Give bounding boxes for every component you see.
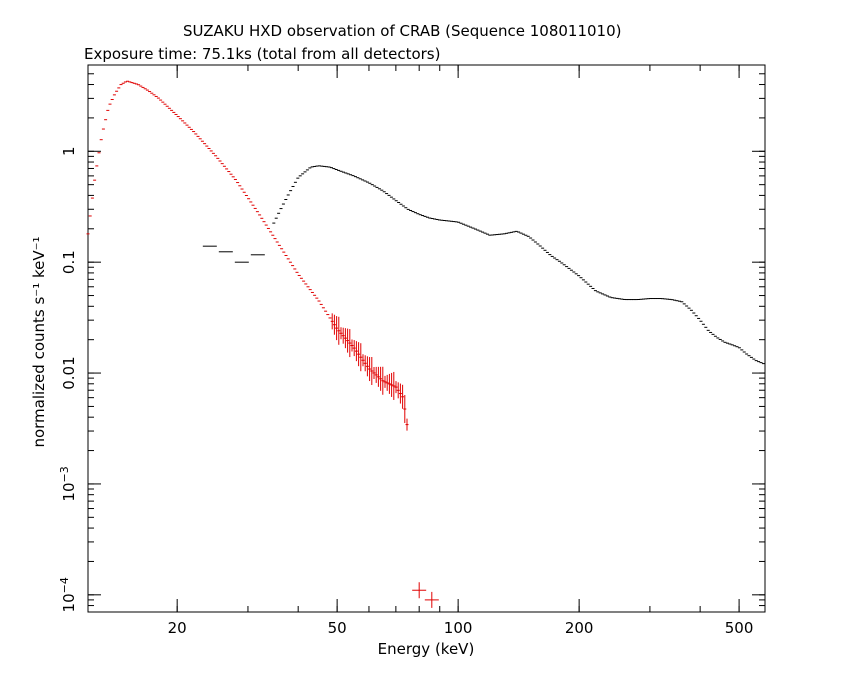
y-tick-label: 0.01 [60,356,78,389]
x-tick-label: 100 [444,619,473,637]
chart-subtitle: Exposure time: 75.1ks (total from all de… [84,45,441,63]
x-tick-label: 50 [328,619,347,637]
x-tick-label: 500 [725,619,754,637]
y-tick-label: 10−4 [58,577,78,612]
y-tick-label: 0.1 [60,250,78,274]
y-tick-label: 10−3 [58,466,78,501]
data-series [412,582,439,608]
x-axis-label: Energy (keV) [378,640,475,658]
y-axis-label: normalized counts s⁻¹ keV⁻¹ [30,236,48,447]
data-series [86,80,409,431]
chart-title: SUZAKU HXD observation of CRAB (Sequence… [183,22,622,40]
plot-frame [87,64,766,613]
y-tick-label: 1 [60,147,78,157]
data-series [202,165,765,365]
x-tick-label: 20 [168,619,187,637]
x-tick-label: 200 [565,619,594,637]
